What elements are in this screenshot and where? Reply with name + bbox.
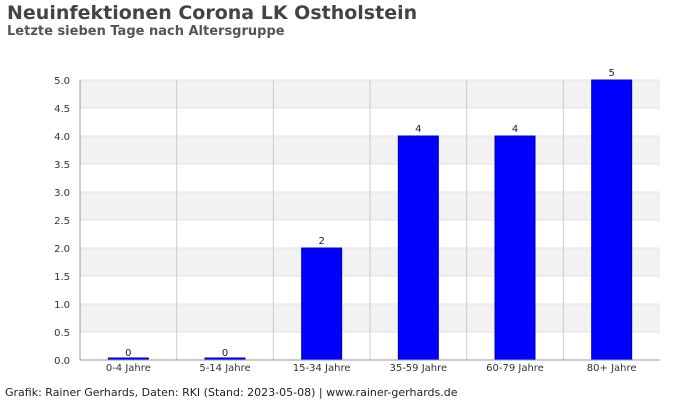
y-tick-label: 4.0: [54, 132, 70, 143]
chart-title: Neuinfektionen Corona LK Ostholstein: [7, 2, 418, 24]
x-tick-label: 0-4 Jahre: [106, 363, 151, 374]
y-tick-label: 0.5: [54, 328, 70, 339]
y-tick-label: 4.5: [54, 104, 70, 115]
x-tick-label: 80+ Jahre: [587, 363, 637, 374]
data-label: 5: [608, 68, 614, 79]
y-tick-label: 1.5: [54, 272, 70, 283]
x-tick-label: 60-79 Jahre: [486, 363, 544, 374]
y-tick-label: 3.5: [54, 160, 70, 171]
bars: [107, 79, 633, 361]
y-axis: 0.0 0.5 1.0 1.5 2.0 2.5 3.0 3.5 4.0 4.5 5.0: [54, 76, 81, 367]
y-tick-label: 1.0: [54, 300, 70, 311]
data-label: 0: [222, 348, 228, 359]
y-tick-label: 2.5: [54, 216, 70, 227]
y-tick-label: 2.0: [54, 244, 70, 255]
bar-15-34-jahre: [301, 247, 343, 361]
x-tick-label: 5-14 Jahre: [199, 363, 250, 374]
data-label: 2: [318, 236, 324, 247]
vertical-gridlines: [176, 80, 564, 360]
chart-subtitle: Letzte sieben Tage nach Altersgruppe: [7, 24, 285, 39]
data-label: 4: [512, 124, 518, 135]
y-tick-label: 5.0: [54, 76, 70, 87]
data-labels: 0 0 2 4 4 5: [125, 68, 615, 359]
y-tick-label: 0.0: [54, 356, 70, 367]
x-tick-label: 35-59 Jahre: [389, 363, 447, 374]
bar-60-79-jahre: [494, 135, 536, 361]
bar-35-59-jahre: [397, 135, 439, 361]
data-label: 0: [125, 348, 131, 359]
y-tick-label: 3.0: [54, 188, 70, 199]
x-tick-label: 15-34 Jahre: [293, 363, 351, 374]
data-label: 4: [415, 124, 421, 135]
footer-credit: Grafik: Rainer Gerhards, Daten: RKI (Sta…: [5, 386, 458, 399]
bar-80-jahre: [591, 79, 633, 361]
x-axis: 0-4 Jahre 5-14 Jahre 15-34 Jahre 35-59 Jahr…: [80, 359, 660, 374]
